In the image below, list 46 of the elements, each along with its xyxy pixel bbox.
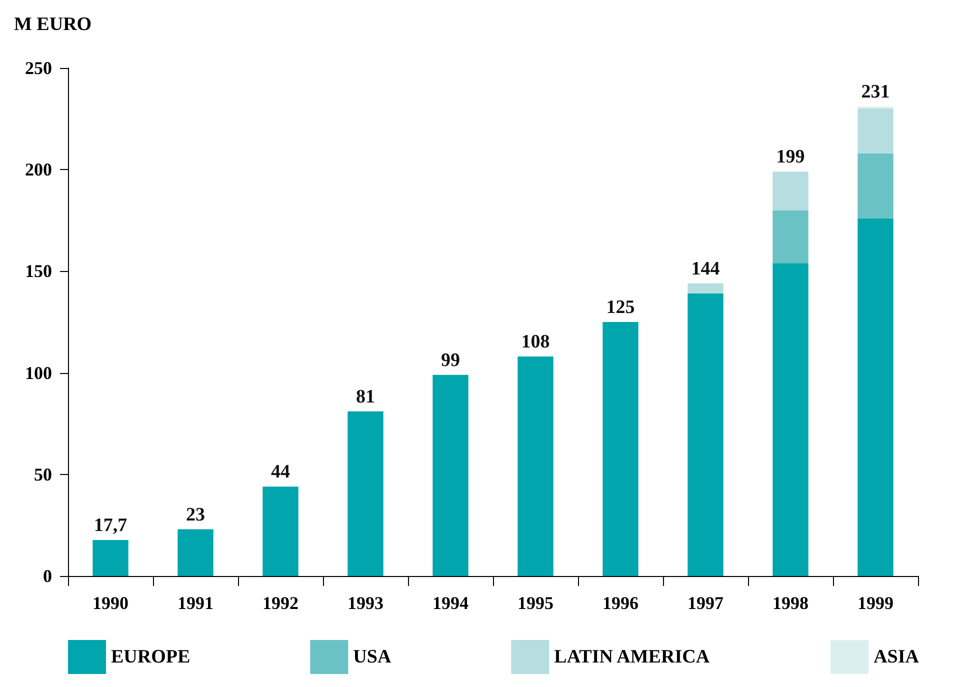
y-tick-label: 150 xyxy=(25,261,52,282)
bar xyxy=(772,263,808,576)
total-label: 17,7 xyxy=(94,515,128,536)
x-tick-label: 1997 xyxy=(688,593,724,613)
bar xyxy=(602,322,638,576)
x-tick-label: 1994 xyxy=(432,593,468,613)
total-label: 199 xyxy=(776,146,805,168)
bar xyxy=(858,108,894,154)
bar xyxy=(858,153,894,218)
x-tick-label: 1999 xyxy=(858,593,894,613)
total-label: 44 xyxy=(271,462,290,483)
x-tick-label: 1995 xyxy=(518,593,554,613)
bar xyxy=(262,486,298,576)
y-axis-title: M EURO xyxy=(14,14,92,35)
bar xyxy=(688,294,724,576)
x-tick-label: 1993 xyxy=(348,593,384,613)
bar xyxy=(178,529,214,576)
x-tick-label: 1990 xyxy=(92,593,128,613)
total-label: 125 xyxy=(606,297,635,318)
legend-label: LATIN AMERICA xyxy=(554,646,710,668)
total-label: 81 xyxy=(356,386,375,408)
bar xyxy=(772,210,808,264)
x-tick-label: 1991 xyxy=(178,593,214,613)
total-label: 231 xyxy=(861,82,890,103)
x-tick-label: 1998 xyxy=(772,593,808,613)
bar xyxy=(858,218,894,576)
bar xyxy=(688,283,724,294)
legend-label: EUROPE xyxy=(111,646,190,668)
bar xyxy=(348,411,384,576)
y-tick-label: 50 xyxy=(34,464,52,484)
y-tick-label: 200 xyxy=(25,160,52,180)
x-tick-label: 1992 xyxy=(262,593,298,613)
bar xyxy=(518,356,554,576)
y-tick-label: 250 xyxy=(25,58,52,78)
bar xyxy=(432,374,468,576)
total-label: 144 xyxy=(691,258,720,280)
x-tick-label: 1996 xyxy=(602,593,638,613)
y-tick-label: 0 xyxy=(43,566,52,586)
y-tick-label: 100 xyxy=(25,362,52,383)
total-label: 108 xyxy=(521,332,550,353)
bar xyxy=(772,172,808,210)
total-label: 99 xyxy=(441,350,460,371)
bar xyxy=(92,540,128,576)
total-label: 23 xyxy=(186,504,205,526)
legend-label: USA xyxy=(353,646,392,668)
legend-label: ASIA xyxy=(874,646,920,668)
